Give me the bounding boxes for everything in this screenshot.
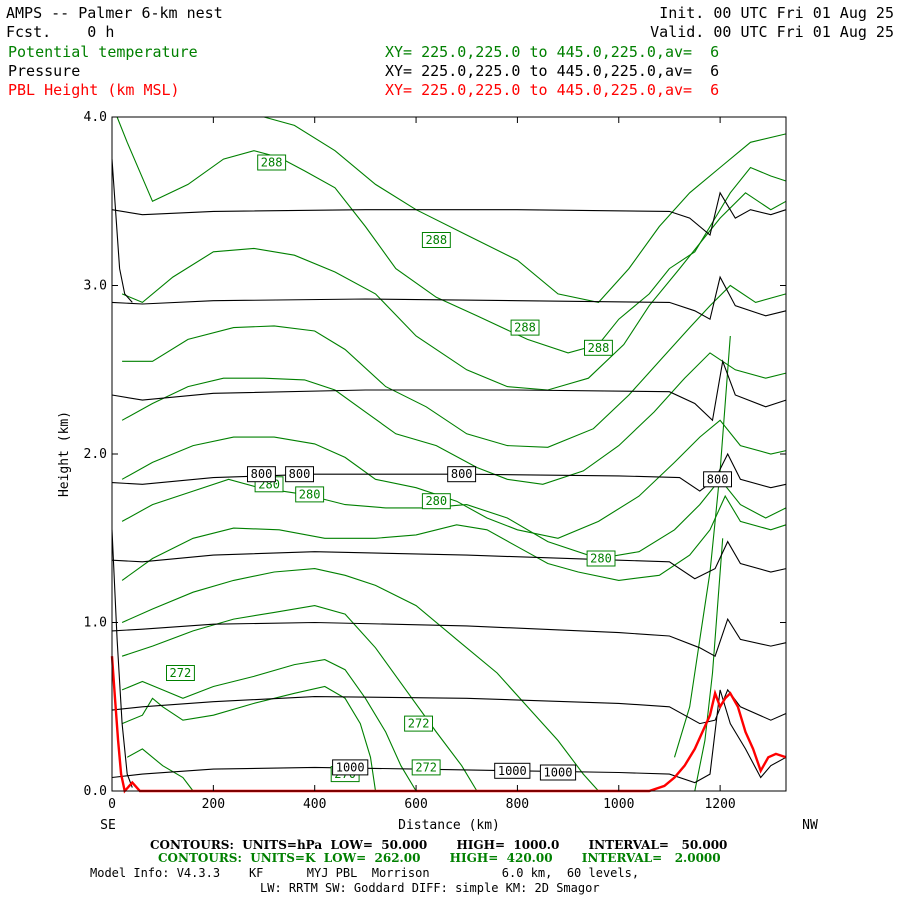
- svg-text:288: 288: [588, 341, 610, 355]
- theta-contour-12: [126, 748, 194, 792]
- pressure-contour-7: [111, 689, 787, 784]
- y-tick-label-3: 3.0: [84, 279, 107, 294]
- x-tick-label-6: 1200: [704, 797, 735, 812]
- svg-text:800: 800: [251, 467, 273, 481]
- x-tick-label-3: 600: [404, 797, 427, 812]
- theta-label-5: 280: [295, 486, 325, 503]
- pressure-label-2: 800: [447, 466, 477, 483]
- left-end-label: SE: [100, 818, 116, 833]
- svg-text:288: 288: [514, 321, 536, 335]
- svg-text:1000: 1000: [544, 766, 573, 780]
- theta-contour-2: [121, 192, 787, 391]
- y-tick-label-4: 4.0: [84, 110, 107, 125]
- theta-label-6: 280: [421, 493, 451, 510]
- theta-contour-13: [673, 335, 731, 758]
- pressure-contour-0: [111, 191, 787, 236]
- pressure-contour-4: [111, 540, 787, 580]
- x-tick-label-2: 400: [303, 797, 326, 812]
- pressure-label-5: 1000: [494, 762, 531, 779]
- theta-contour-5: [121, 419, 787, 539]
- x-tick-label-0: 0: [108, 797, 116, 812]
- y-tick-label-2: 2.0: [84, 447, 107, 462]
- pressure-contour-9: [111, 529, 133, 788]
- theta-label-0: 288: [257, 154, 287, 171]
- svg-text:272: 272: [415, 760, 437, 774]
- footer-physics: LW: RRTM SW: Goddard DIFF: simple KM: 2D…: [260, 881, 600, 895]
- svg-text:280: 280: [425, 494, 447, 508]
- theta-contour-10: [121, 659, 417, 792]
- y-axis-title: Height (km): [57, 411, 72, 497]
- theta-contour-1: [263, 116, 787, 304]
- pressure-label-1: 800: [285, 466, 315, 483]
- svg-text:1000: 1000: [336, 760, 365, 774]
- pressure-label-6: 1000: [539, 764, 577, 781]
- init-time: Init. 00 UTC Fri 01 Aug 25: [659, 4, 894, 22]
- svg-text:272: 272: [170, 666, 192, 680]
- right-end-label: NW: [802, 818, 818, 833]
- theta-label-7: 280: [586, 550, 616, 567]
- axes: 0 200 400 600 800 1000 1200 0.0 1.0 2.0 3.0 4.0 Dist…: [57, 110, 818, 833]
- pressure-contour-6: [111, 688, 787, 725]
- theta-contour-9: [121, 605, 478, 792]
- pressure-contour-2: [111, 359, 787, 422]
- theta-label-3: 288: [584, 339, 613, 356]
- contour-labels: 2882882882882802802802802722722722708008…: [166, 154, 732, 783]
- field-xy-theta: XY= 225.0,225.0 to 445.0,225.0,av= 6: [385, 43, 720, 61]
- theta-contour-0: [116, 116, 787, 354]
- svg-text:288: 288: [425, 233, 447, 247]
- pressure-contour-1: [111, 275, 787, 321]
- footer-contours-pressure: CONTOURS: UNITS=hPa LOW= 50.000 HIGH= 10…: [150, 838, 728, 852]
- theta-contour-11: [121, 685, 377, 792]
- x-tick-label-5: 1000: [603, 797, 634, 812]
- forecast-hour: Fcst. 0 h: [6, 23, 115, 41]
- pressure-label-4: 1000: [332, 759, 369, 776]
- theta-contours: [116, 116, 787, 792]
- svg-text:800: 800: [707, 472, 729, 486]
- y-tick-label-0: 0.0: [84, 784, 107, 799]
- pressure-contour-3: [111, 452, 787, 492]
- y-tick-label-1: 1.0: [84, 616, 107, 631]
- svg-text:800: 800: [289, 467, 311, 481]
- theta-contour-7: [121, 494, 787, 581]
- x-axis-title: Distance (km): [398, 818, 500, 833]
- field-xy-pbl: XY= 225.0,225.0 to 445.0,225.0,av= 6: [385, 81, 720, 99]
- theta-label-2: 288: [510, 319, 540, 336]
- theta-label-9: 272: [404, 715, 434, 732]
- theta-label-10: 272: [411, 759, 441, 776]
- footer-model-info: Model Info: V4.3.3 KF MYJ PBL Morrison 6…: [90, 866, 640, 880]
- svg-text:1000: 1000: [498, 764, 527, 778]
- svg-text:272: 272: [408, 717, 430, 731]
- pressure-label-0: 800: [247, 466, 276, 483]
- svg-text:280: 280: [299, 487, 321, 501]
- field-xy-pressure: XY= 225.0,225.0 to 445.0,225.0,av= 6: [385, 62, 720, 80]
- chart-title: AMPS -- Palmer 6-km nest: [6, 4, 223, 22]
- pressure-contour-5: [111, 617, 787, 657]
- svg-text:288: 288: [261, 156, 283, 170]
- field-name-pbl: PBL Height (km MSL): [8, 81, 180, 99]
- pressure-contour-8: [111, 159, 133, 303]
- theta-label-8: 272: [166, 665, 195, 681]
- valid-time: Valid. 00 UTC Fri 01 Aug 25: [650, 23, 894, 41]
- theta-contour-6: [121, 478, 787, 560]
- field-name-pressure: Pressure: [8, 62, 81, 80]
- field-name-theta: Potential temperature: [8, 43, 198, 61]
- theta-contour-4: [121, 352, 787, 485]
- plot-frame: [111, 116, 787, 792]
- x-tick-label-1: 200: [202, 797, 225, 812]
- theta-contour-14: [694, 538, 724, 792]
- x-tick-label-4: 800: [506, 797, 529, 812]
- pressure-contours: [111, 159, 787, 788]
- footer-contours-theta: CONTOURS: UNITS=K LOW= 262.00 HIGH= 420.…: [158, 851, 721, 865]
- theta-label-1: 288: [421, 232, 451, 248]
- theta-contour-8: [121, 568, 599, 792]
- pressure-label-3: 800: [703, 471, 732, 488]
- theta-contour-3: [122, 284, 787, 448]
- svg-text:280: 280: [590, 552, 612, 566]
- svg-text:800: 800: [451, 467, 473, 481]
